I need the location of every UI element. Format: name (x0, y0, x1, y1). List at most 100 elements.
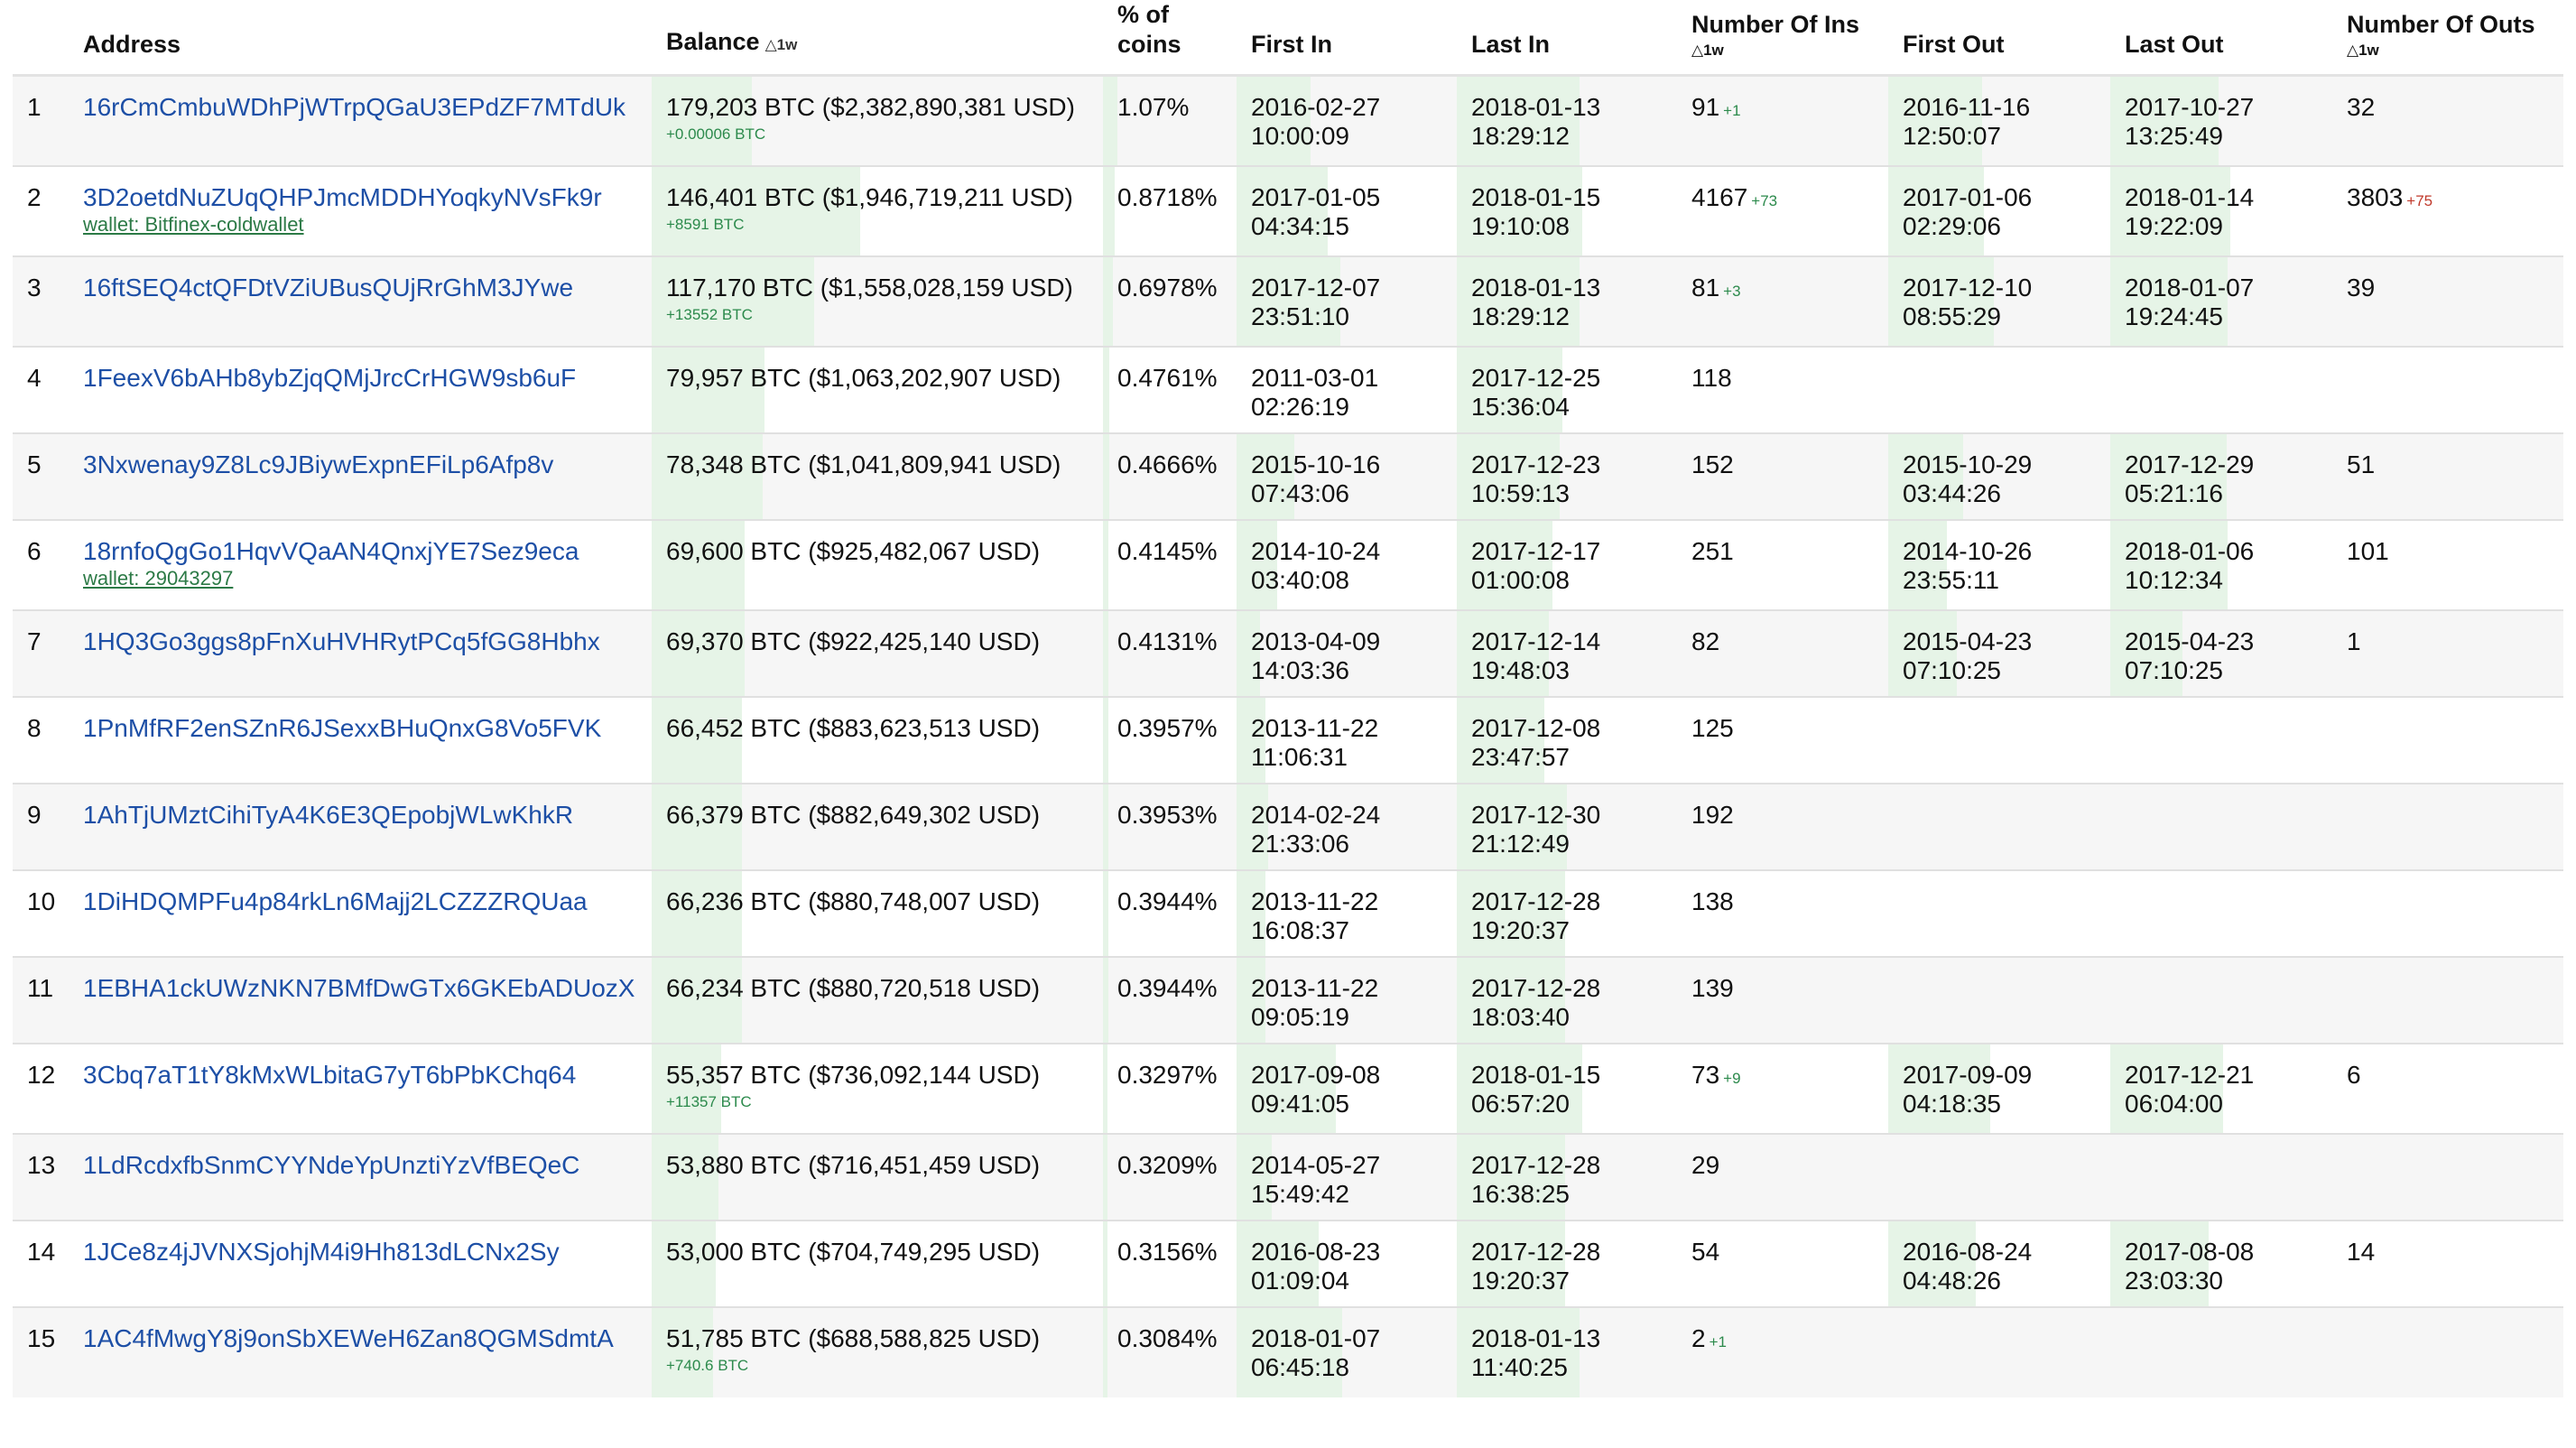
first-out-time: 08:55:29 (1903, 302, 2001, 330)
rank-cell: 7 (13, 608, 69, 697)
last-in-time: 19:20:37 (1471, 915, 1570, 944)
address-link[interactable]: 3D2oetdNuZUqQHPJmcMDDHYoqkyNVsFk9r (83, 182, 602, 211)
rank: 11 (27, 973, 54, 1002)
first-in-date: 2013-11-22 (1251, 886, 1379, 915)
first-in-date: 2014-02-24 (1251, 800, 1381, 829)
address-link[interactable]: 1HQ3Go3ggs8pFnXuHVHRytPCq5fGG8Hbhx (83, 627, 600, 655)
balance-cell-bar (652, 1044, 721, 1133)
wallet-link[interactable]: wallet: 29043297 (83, 566, 234, 589)
first-in-date: 2013-04-09 (1251, 627, 1381, 655)
rank: 7 (27, 627, 42, 655)
rank-cell: 13 (13, 1132, 69, 1221)
pct-coins: 0.4761% (1117, 363, 1218, 392)
header-num-outs[interactable]: Number Of Outs △1w (2332, 0, 2563, 77)
last-out-cell (2110, 695, 2332, 784)
num-outs-cell (2332, 345, 2563, 433)
rich-list-table: Address Balance △1w % of coins First In L… (13, 0, 2563, 1397)
last-out-cell-bar (2110, 167, 2230, 255)
header-first-out[interactable]: First Out (1888, 0, 2110, 77)
num-outs: 51 (2347, 450, 2376, 478)
last-out-cell: 2017-08-08 23:03:30 (2110, 1219, 2332, 1307)
address-link[interactable]: 16rCmCmbuWDhPjWTrpQGaU3EPdZF7MTdUk (83, 93, 626, 121)
pct-cell: 0.3297% (1103, 1042, 1237, 1134)
balance-cell-bar (652, 1221, 717, 1306)
rank-cell: 6 (13, 518, 69, 610)
num-ins-delta: +9 (1723, 1069, 1741, 1087)
pct-cell-bar (1103, 1135, 1107, 1220)
num-ins-cell: 138 (1677, 868, 1888, 957)
pct-cell: 0.3084% (1103, 1305, 1237, 1397)
address-link[interactable]: 1JCe8z4jJVNXSjohjM4i9Hh813dLCNx2Sy (83, 1237, 560, 1266)
address-link[interactable]: 3Nxwenay9Z8Lc9JBiywExpnEFiLp6Afp8v (83, 450, 554, 478)
pct-cell-bar (1103, 167, 1116, 255)
address-link[interactable]: 18rnfoQgGo1HqvVQaAN4QnxjYE7Sez9eca (83, 536, 579, 565)
address-link[interactable]: 1DiHDQMPFu4p84rkLn6Majj2LCZZZRQUaa (83, 886, 588, 915)
address-cell: 3Cbq7aT1tY8kMxWLbitaG7yT6bPbKChq64 (69, 1042, 652, 1134)
address-link[interactable]: 1PnMfRF2enSZnR6JSexxBHuQnxG8Vo5FVK (83, 713, 602, 742)
header-address[interactable]: Address (69, 0, 652, 77)
first-in-date: 2017-12-07 (1251, 273, 1381, 302)
last-out-cell (2110, 345, 2332, 433)
num-ins-cell: 4167 +73 (1677, 164, 1888, 256)
num-ins-delta: +73 (1751, 191, 1778, 209)
wallet-link[interactable]: wallet: Bitfinex-coldwallet (83, 212, 304, 236)
first-in-date: 2016-08-23 (1251, 1237, 1381, 1266)
address-link[interactable]: 3Cbq7aT1tY8kMxWLbitaG7yT6bPbKChq64 (83, 1060, 577, 1089)
first-out-cell-bar (1888, 1221, 1976, 1306)
table-row: 8 1PnMfRF2enSZnR6JSexxBHuQnxG8Vo5FVK 66,45… (13, 695, 2563, 784)
num-outs-cell: 6 (2332, 1042, 2563, 1134)
num-ins-delta: +1 (1709, 1332, 1727, 1351)
balance-cell-bar (652, 784, 742, 869)
address-link[interactable]: 16ftSEQ4ctQFDtVZiUBusQUjRrGhM3JYwe (83, 273, 574, 302)
first-out-cell-bar (1888, 611, 1957, 696)
num-ins-cell: 118 (1677, 345, 1888, 433)
pct-coins: 0.4145% (1117, 536, 1218, 565)
header-last-out[interactable]: Last Out (2110, 0, 2332, 77)
header-pct-coins[interactable]: % of coins (1103, 0, 1237, 77)
last-in-cell: 2017-12-28 19:20:37 (1457, 868, 1677, 957)
header-first-in[interactable]: First In (1237, 0, 1457, 77)
last-out-date: 2018-01-07 (2125, 273, 2255, 302)
header-num-ins[interactable]: Number Of Ins △1w (1677, 0, 1888, 77)
balance-cell-bar (652, 434, 763, 519)
address-link[interactable]: 1AC4fMwgY8j9onSbXEWeH6Zan8QGMSdmtA (83, 1323, 614, 1352)
first-out-cell-bar (1888, 77, 1982, 165)
first-out-cell: 2017-09-09 04:18:35 (1888, 1042, 2110, 1134)
balance-cell: 117,170 BTC ($1,558,028,159 USD) +13552 B… (652, 255, 1103, 347)
balance-cell: 179,203 BTC ($2,382,890,381 USD) +0.00006… (652, 74, 1103, 166)
first-out-cell-bar (1888, 434, 1963, 519)
first-out-cell (1888, 1305, 2110, 1397)
rank-cell: 2 (13, 164, 69, 256)
balance-cell: 53,000 BTC ($704,749,295 USD) (652, 1219, 1103, 1307)
header-balance[interactable]: Balance △1w (652, 0, 1103, 77)
first-out-date: 2017-01-06 (1903, 182, 2033, 211)
address-link[interactable]: 1FeexV6bAHb8ybZjqQMjJrcCrHGW9sb6uF (83, 363, 577, 392)
address-link[interactable]: 1LdRcdxfbSnmCYYNdeYpUnztiYzVfBEQeC (83, 1150, 580, 1179)
first-in-time: 16:08:37 (1251, 915, 1349, 944)
balance: 66,234 BTC ($880,720,518 USD) (666, 973, 1041, 1002)
last-in-cell: 2017-12-08 23:47:57 (1457, 695, 1677, 784)
address-cell: 16ftSEQ4ctQFDtVZiUBusQUjRrGhM3JYwe (69, 255, 652, 347)
first-in-cell-bar (1237, 871, 1265, 956)
first-in-time: 06:45:18 (1251, 1352, 1349, 1381)
first-out-date: 2016-11-16 (1903, 93, 2031, 121)
last-in-time: 19:20:37 (1471, 1266, 1570, 1295)
table-row: 9 1AhTjUMztCihiTyA4K6E3QEpobjWLwKhkR 66,37… (13, 782, 2563, 870)
last-in-cell: 2018-01-13 18:29:12 (1457, 255, 1677, 347)
num-ins-cell: 152 (1677, 432, 1888, 520)
rank: 15 (27, 1323, 56, 1352)
pct-coins: 0.3209% (1117, 1150, 1218, 1179)
first-in-cell-bar (1237, 167, 1328, 255)
rich-list-table-container: Address Balance △1w % of coins First In L… (13, 0, 2563, 1397)
header-last-in[interactable]: Last In (1457, 0, 1677, 77)
num-ins: 139 (1691, 973, 1734, 1002)
table-row: 12 3Cbq7aT1tY8kMxWLbitaG7yT6bPbKChq64 55,3… (13, 1042, 2563, 1134)
first-out-cell-bar (1888, 1044, 1991, 1133)
address-link[interactable]: 1EBHA1ckUWzNKN7BMfDwGTx6GKEbADUozX (83, 973, 635, 1002)
first-out-cell-bar (1888, 257, 1994, 346)
first-out-cell: 2017-12-10 08:55:29 (1888, 255, 2110, 347)
balance: 55,357 BTC ($736,092,144 USD) (666, 1060, 1041, 1089)
first-in-cell: 2011-03-01 02:26:19 (1237, 345, 1457, 433)
address-link[interactable]: 1AhTjUMztCihiTyA4K6E3QEpobjWLwKhkR (83, 800, 574, 829)
first-out-cell: 2016-11-16 12:50:07 (1888, 74, 2110, 166)
